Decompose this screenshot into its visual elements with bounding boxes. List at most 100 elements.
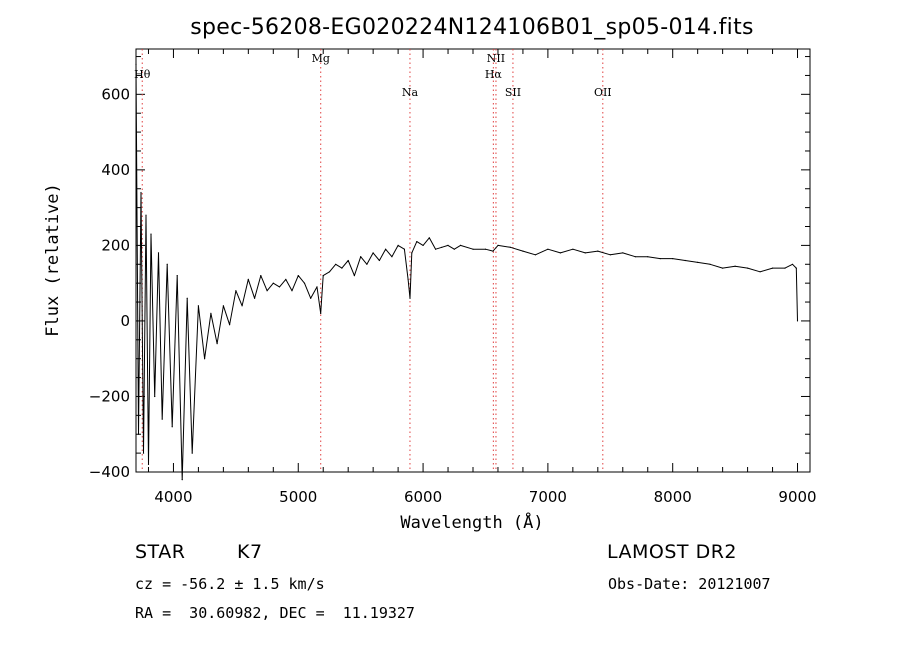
- data-point: [659, 258, 661, 260]
- y-tick-label: 0: [120, 312, 130, 330]
- spectrum-line: [135, 64, 798, 481]
- data-point: [150, 233, 152, 235]
- data-point: [161, 418, 163, 420]
- coordinates: RA = 30.60982, DEC = 11.19327: [135, 604, 415, 622]
- y-axis: −400 −200 0 200 400 600: [89, 56, 810, 481]
- data-point: [492, 250, 494, 252]
- plot-border: [135, 48, 811, 473]
- data-point: [366, 263, 368, 265]
- data-point: [303, 282, 306, 284]
- object-class: STAR: [135, 541, 186, 563]
- line-label: Hα: [485, 68, 503, 81]
- data-point: [416, 241, 418, 243]
- data-point: [759, 271, 761, 273]
- object-subclass: K7: [237, 541, 263, 563]
- data-point: [210, 312, 212, 314]
- data-point: [522, 250, 524, 252]
- data-point: [435, 248, 437, 250]
- data-point: [784, 267, 786, 269]
- data-point: [145, 214, 147, 216]
- data-point: [291, 290, 293, 292]
- data-point: [254, 297, 256, 299]
- data-point: [772, 267, 774, 269]
- data-point: [385, 248, 387, 250]
- data-point: [597, 250, 599, 252]
- data-point: [722, 267, 724, 269]
- data-point: [166, 263, 168, 265]
- data-point: [497, 244, 499, 246]
- data-point: [204, 358, 206, 360]
- y-tick-label: −400: [89, 463, 130, 481]
- data-point: [353, 275, 355, 277]
- data-point: [407, 278, 409, 280]
- data-point: [572, 248, 574, 250]
- data-point: [328, 271, 331, 273]
- line-label: Mg: [312, 52, 330, 65]
- data-point: [459, 244, 462, 246]
- y-tick-label: 200: [101, 236, 130, 254]
- data-point: [316, 286, 318, 288]
- data-point: [310, 297, 312, 299]
- data-point: [140, 191, 142, 194]
- data-point: [171, 426, 173, 428]
- data-point: [372, 252, 374, 254]
- y-tick-label: 400: [101, 161, 130, 179]
- data-point: [278, 286, 281, 288]
- data-point: [403, 248, 405, 250]
- data-point: [622, 252, 624, 254]
- x-tick-label: 8000: [654, 488, 692, 506]
- data-point: [734, 265, 736, 267]
- observation-date: Obs-Date: 20121007: [608, 575, 771, 593]
- y-axis-label: Flux (relative): [43, 183, 63, 337]
- data-point: [247, 278, 249, 280]
- data-point: [709, 263, 711, 265]
- data-point: [509, 246, 511, 248]
- data-point: [360, 256, 362, 258]
- data-point: [672, 258, 674, 260]
- data-point: [409, 297, 411, 299]
- redshift-velocity: cz = -56.2 ± 1.5 km/s: [135, 575, 325, 593]
- data-point: [796, 320, 799, 322]
- data-point: [320, 312, 322, 314]
- data-point: [135, 63, 137, 65]
- data-point: [176, 275, 178, 277]
- data-point: [441, 246, 443, 248]
- data-point: [341, 267, 343, 269]
- data-point: [634, 256, 636, 258]
- data-point: [222, 305, 224, 307]
- data-point: [647, 256, 649, 258]
- data-point: [147, 463, 150, 465]
- x-tick-label: 9000: [778, 488, 816, 506]
- x-axis: 4000 5000 6000 7000 8000 9000: [147, 49, 817, 506]
- data-point: [484, 248, 487, 250]
- data-point: [229, 324, 231, 326]
- data-point: [142, 452, 145, 454]
- survey-name: LAMOST DR2: [607, 541, 737, 563]
- data-point: [795, 267, 797, 269]
- line-label: OII: [594, 86, 612, 99]
- x-tick-label: 4000: [154, 488, 192, 506]
- y-tick-label: 600: [101, 85, 130, 103]
- data-point: [335, 263, 337, 265]
- data-point: [191, 452, 193, 454]
- data-point: [297, 275, 299, 277]
- data-point: [378, 259, 380, 262]
- data-point: [422, 244, 424, 246]
- data-point: [791, 263, 794, 265]
- x-tick-label: 7000: [529, 488, 567, 506]
- data-point: [137, 433, 140, 435]
- data-point: [285, 278, 287, 280]
- data-point: [157, 252, 160, 254]
- y-tick-label: −200: [89, 387, 130, 405]
- data-point: [453, 248, 455, 250]
- data-point: [186, 297, 188, 299]
- data-point: [241, 305, 243, 307]
- data-point: [547, 248, 549, 250]
- data-point: [747, 267, 749, 269]
- line-label: Hθ: [134, 68, 151, 81]
- spectrum-series: [135, 63, 799, 481]
- data-point: [472, 248, 474, 250]
- data-point: [197, 305, 199, 307]
